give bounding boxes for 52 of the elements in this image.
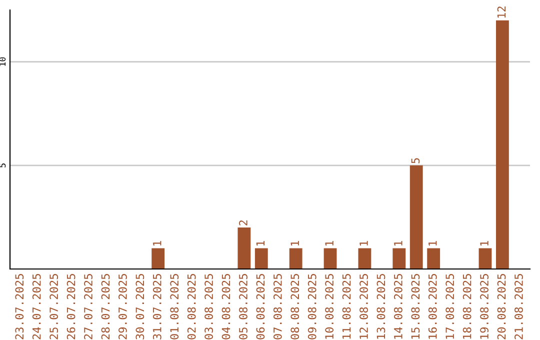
bar	[324, 248, 337, 269]
x-tick-label: 21.08.2025	[514, 274, 523, 340]
x-tick-label: 12.08.2025	[360, 274, 368, 339]
bar	[152, 248, 165, 269]
data-label: 1	[290, 240, 299, 246]
bar	[392, 248, 406, 269]
bar	[254, 248, 268, 269]
data-label: 1	[480, 240, 488, 246]
x-tick-label: 13.08.2025	[376, 274, 386, 339]
bar	[496, 20, 509, 269]
x-tick-label: 10.08.2025	[325, 274, 334, 339]
x-tick-label: 17.08.2025	[446, 274, 454, 339]
x-tick-label: 27.07.2025	[84, 274, 92, 340]
bar	[358, 248, 372, 269]
x-tick-label: 25.07.2025	[50, 274, 58, 340]
x-tick-label: 07.08.2025	[273, 274, 282, 340]
bar	[478, 248, 492, 269]
data-label: 1	[153, 240, 162, 246]
x-tick-label: 31.07.2025	[152, 274, 162, 340]
x-tick-label: 04.08.2025	[222, 274, 230, 340]
x-tick-label: 15.08.2025	[411, 274, 420, 339]
x-tick-label: 29.07.2025	[118, 274, 127, 340]
x-tick-label: 30.07.2025	[136, 274, 144, 340]
x-tick-label: 09.08.2025	[308, 274, 316, 340]
x-tick-label: 16.08.2025	[428, 274, 437, 339]
x-tick-label: 20.08.2025	[497, 274, 506, 340]
data-label: 1	[394, 240, 402, 246]
x-tick-label: 26.07.2025	[66, 274, 76, 340]
data-label: 1	[256, 240, 264, 246]
x-tick-label: 23.07.2025	[15, 274, 24, 340]
data-label: 2	[239, 220, 248, 226]
data-label: 1	[360, 240, 368, 246]
x-tick-label: 24.07.2025	[32, 274, 41, 340]
x-tick-label: 06.08.2025	[256, 274, 265, 340]
x-tick-label: 14.08.2025	[394, 274, 402, 339]
x-tick-label: 11.08.2025	[342, 274, 351, 339]
x-tick-label: 01.08.2025	[170, 274, 179, 340]
bar	[289, 248, 302, 269]
data-label: 1	[325, 240, 334, 246]
data-label: 5	[411, 158, 420, 164]
bar	[410, 165, 423, 269]
x-tick-label: 19.08.2025	[480, 274, 488, 339]
bar	[427, 248, 440, 269]
x-tick-label: 05.08.2025	[239, 274, 248, 340]
x-tick-label: 28.07.2025	[101, 274, 110, 340]
data-label: 1	[428, 240, 437, 246]
x-tick-label: 18.08.2025	[462, 274, 472, 339]
x-tick-label: 02.08.2025	[187, 274, 196, 340]
data-label: 12	[497, 6, 506, 18]
x-tick-label: 03.08.2025	[204, 274, 213, 340]
bar	[238, 228, 251, 269]
x-tick-label: 08.08.2025	[290, 274, 300, 340]
